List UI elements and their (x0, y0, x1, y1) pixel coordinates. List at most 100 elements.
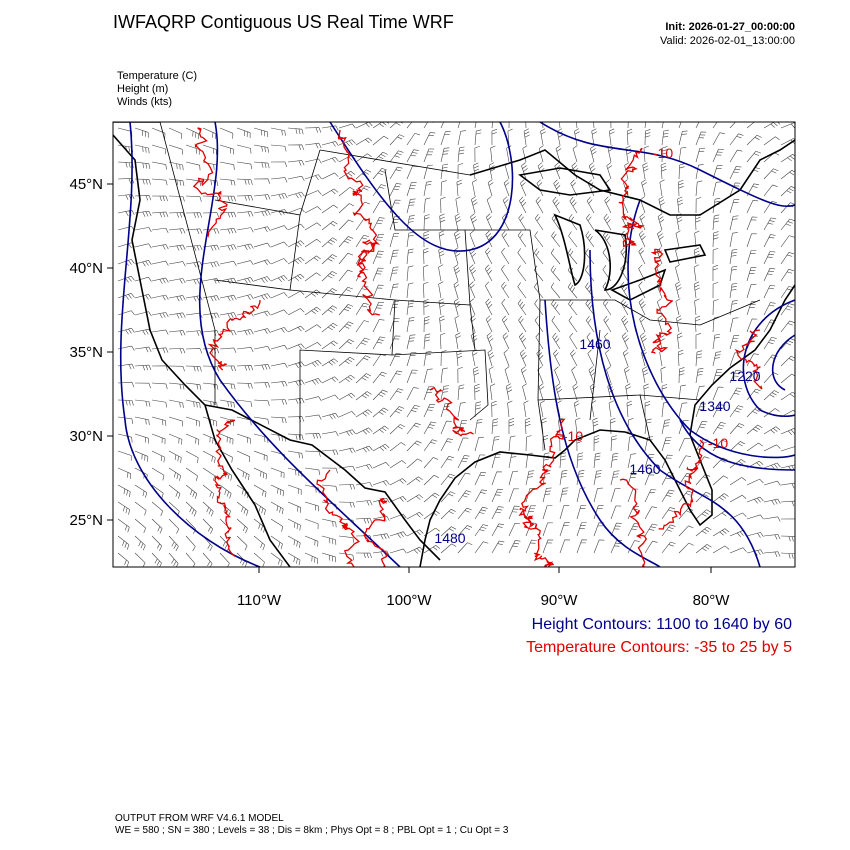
wind-barb (253, 382, 271, 388)
wind-barb (321, 358, 339, 367)
wind-barb (236, 518, 248, 534)
wind-barb (270, 309, 288, 316)
wind-barb (522, 145, 528, 163)
wind-barb (552, 332, 561, 350)
wind-barb (287, 518, 301, 531)
wind-barb (525, 488, 536, 503)
wind-barb (134, 433, 149, 444)
wind-barb (606, 162, 613, 180)
temperature-label: -10 (653, 145, 673, 161)
wind-barb (202, 501, 214, 517)
wind-barb (712, 181, 722, 197)
wind-barb (439, 315, 445, 333)
wind-barb (695, 526, 712, 537)
wind-barb (219, 277, 237, 285)
wind-barb (423, 386, 434, 401)
wind-barb (780, 373, 795, 384)
wind-barb (185, 144, 200, 155)
wind-barb (406, 198, 416, 214)
wind-barb (372, 301, 384, 316)
wind-barb (660, 366, 666, 384)
wind-barb (372, 200, 386, 214)
wind-barb (585, 231, 595, 248)
wind-barb (270, 193, 288, 200)
wind-barb (585, 265, 595, 282)
wind-barb (457, 472, 471, 486)
wind-barb (134, 194, 152, 201)
wind-barb (406, 422, 421, 435)
wind-barb (270, 535, 283, 550)
wind-barb (729, 387, 743, 401)
wind-barb (253, 161, 270, 169)
wind-barb (406, 476, 423, 486)
wind-barb (675, 298, 681, 316)
wind-barb (729, 512, 747, 520)
wind-barb (253, 535, 266, 550)
wind-barb (542, 505, 553, 520)
wind-barb (151, 347, 169, 354)
wind-barb (438, 264, 444, 282)
wind-barb (571, 162, 579, 180)
temperature-contour (658, 439, 705, 530)
wind-barb (338, 123, 356, 129)
wind-barb (185, 450, 199, 463)
wind-barb (389, 388, 404, 401)
wind-barb (678, 130, 688, 146)
wind-barb (134, 552, 146, 567)
wind-barb (491, 400, 497, 418)
wind-barb (457, 384, 465, 401)
wind-barb (729, 133, 744, 146)
wind-barb (219, 312, 237, 319)
wind-barb (168, 144, 183, 155)
wind-barb (219, 144, 234, 155)
wind-barb (423, 197, 431, 214)
wind-barb (559, 487, 569, 503)
temperature-contour (363, 498, 388, 567)
wind-barb (406, 317, 415, 333)
wind-barb (253, 127, 269, 138)
wind-barb (440, 163, 449, 180)
wind-barb (695, 333, 702, 350)
wind-barb (501, 315, 510, 333)
wind-barb (202, 178, 219, 187)
wind-barb (780, 428, 795, 436)
wind-barb (304, 359, 322, 367)
wind-barb (287, 160, 305, 166)
wind-barb (117, 552, 130, 567)
wind-barb (338, 219, 354, 231)
wind-barb (389, 318, 400, 333)
wind-barb (372, 217, 385, 231)
wind-barb (729, 232, 738, 248)
wind-barb (287, 325, 305, 333)
wind-barb (538, 145, 544, 163)
wind-barb (151, 433, 166, 445)
wind-barb (168, 278, 186, 284)
wind-barb (551, 231, 561, 248)
wind-barb (355, 234, 369, 248)
wind-barb (661, 419, 671, 435)
wind-barb (559, 522, 570, 537)
temperature-legend: Temperature Contours: -35 to 25 by 5 (526, 639, 792, 656)
wind-barb (695, 131, 707, 146)
wind-barb (134, 127, 149, 138)
wind-barb (538, 383, 545, 401)
wind-barb (304, 396, 322, 402)
wind-barb (695, 367, 704, 384)
wind-barb (440, 196, 446, 214)
wind-barb (602, 282, 612, 299)
wind-barb (287, 308, 305, 316)
temperature-contour (214, 419, 236, 557)
wind-barb (657, 230, 664, 248)
wind-barb (746, 301, 757, 316)
wind-barb (338, 187, 355, 197)
wind-barb (644, 471, 656, 486)
wind-barb (236, 243, 254, 250)
wind-barb (270, 399, 288, 405)
wind-barb (746, 216, 758, 231)
wind-barb (488, 162, 496, 180)
wind-barb (625, 145, 632, 163)
wind-barb (117, 193, 135, 200)
wind-barb (151, 552, 162, 567)
wind-barb (625, 383, 631, 401)
wind-barb (573, 400, 580, 418)
